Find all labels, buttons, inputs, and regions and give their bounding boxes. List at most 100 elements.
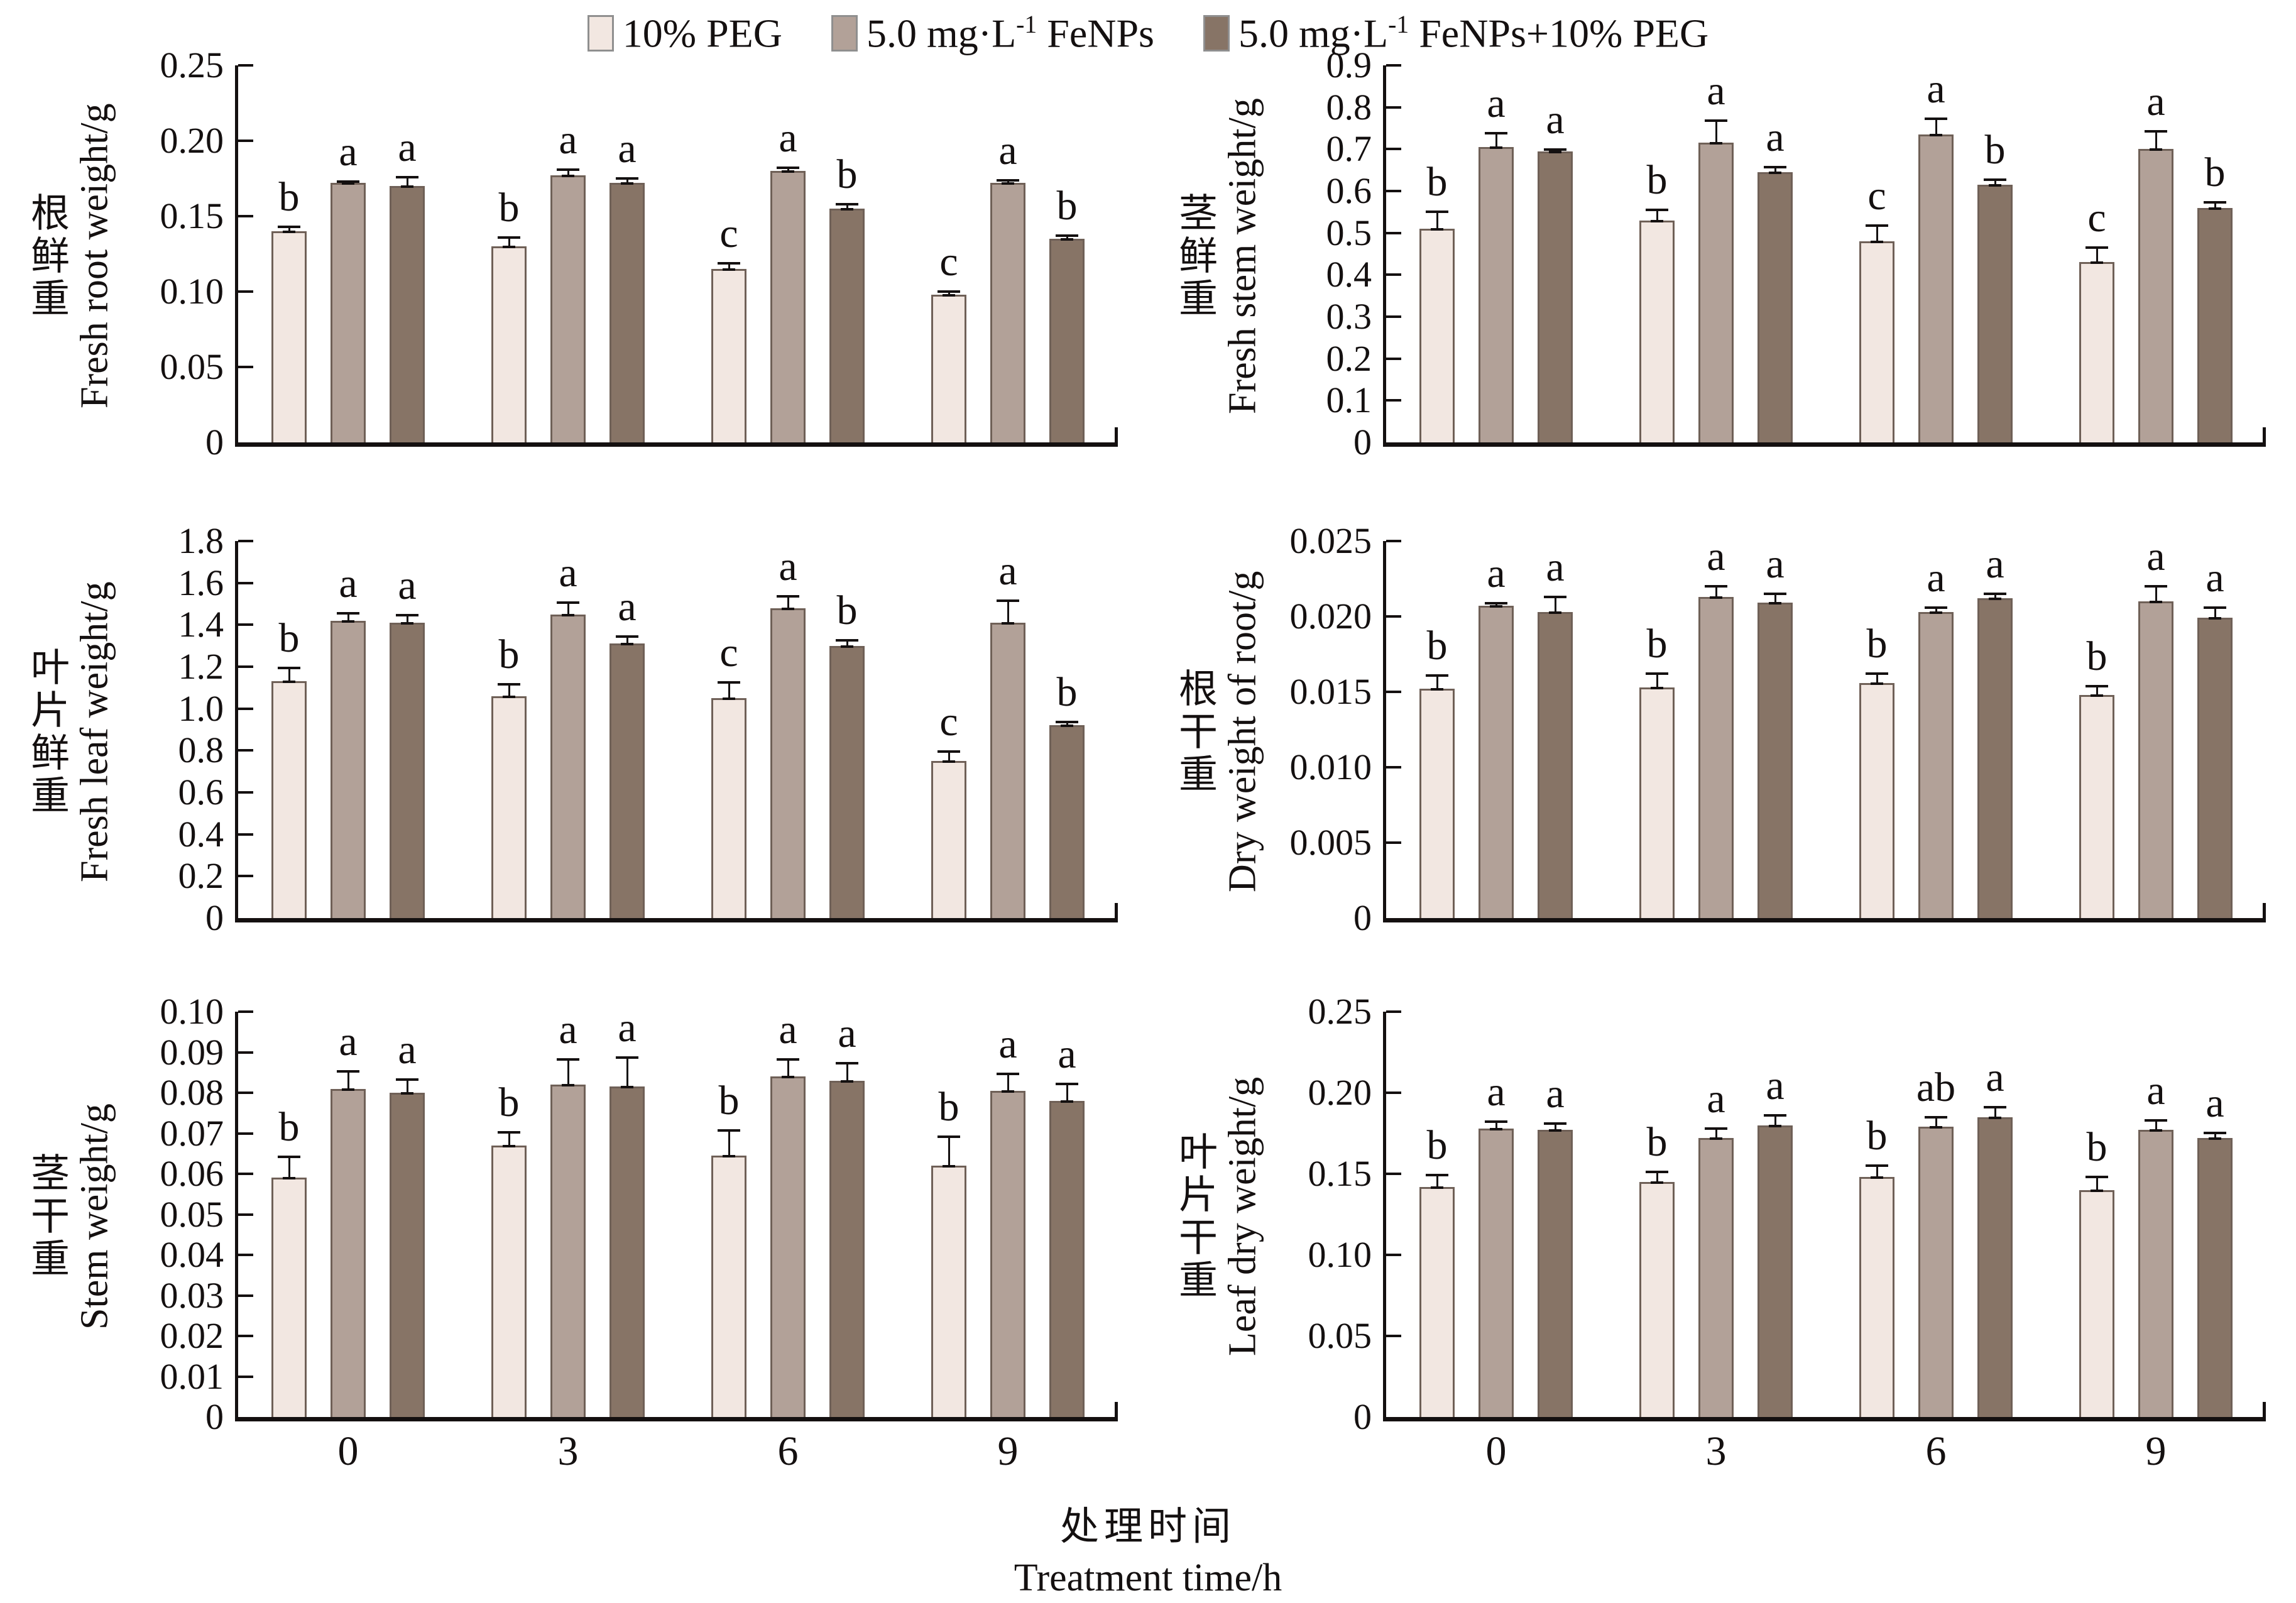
y-tick-mark	[238, 1254, 253, 1256]
y-axis-label-zh: 根干重	[1173, 667, 1215, 796]
significance-letter: a	[779, 115, 797, 161]
error-bar	[1426, 211, 1448, 231]
error-bar-line	[508, 1131, 510, 1147]
error-bar	[1544, 148, 1566, 153]
error-bar-cap-top	[1426, 674, 1448, 677]
error-bar-cap-bottom	[2209, 617, 2221, 620]
y-tick-label: 1.4	[178, 604, 224, 645]
error-bar	[2086, 1176, 2108, 1192]
y-tick-label: 0.10	[1308, 1234, 1372, 1275]
y-tick-label: 0.15	[1308, 1153, 1372, 1194]
error-bar	[2204, 201, 2226, 210]
error-bar-line	[2096, 1176, 2098, 1192]
error-bar-cap-top	[777, 167, 799, 170]
error-bar-cap-top	[1705, 585, 1727, 588]
y-tick-label: 0.5	[1326, 212, 1372, 253]
bar: a	[1698, 70, 1734, 442]
error-bar-cap-top	[337, 1070, 359, 1073]
error-bar-line	[846, 639, 848, 648]
bar: b	[2197, 152, 2233, 442]
significance-letter: a	[1546, 96, 1565, 143]
significance-letter: a	[1986, 541, 2004, 588]
error-bar-cap-bottom	[943, 1165, 955, 1168]
y-tick-mark	[238, 623, 253, 626]
error-bar-line	[1495, 1120, 1497, 1130]
error-bar-cap-bottom	[782, 607, 794, 610]
significance-letter: ab	[1916, 1064, 1956, 1110]
subplot-fresh-stem-weight: 茎鲜重 Fresh stem weight/g 0 0.1 0.2 0.3 0.4 0.5…	[1148, 47, 2296, 461]
error-bar-cap-top	[1705, 1127, 1727, 1130]
bar: a	[1479, 552, 1514, 918]
error-bar-cap-top	[278, 1155, 300, 1158]
error-bar	[1426, 674, 1448, 691]
error-bar-cap-top	[1705, 119, 1727, 123]
error-bar-cap-top	[2086, 684, 2108, 687]
error-bar-cap-top	[718, 261, 740, 265]
error-bar	[1925, 1115, 1947, 1129]
error-bar-cap-bottom	[2091, 261, 2103, 265]
y-axis-label-group: 茎干重 Stem weight/g	[21, 1012, 119, 1421]
error-bar-line	[846, 1062, 848, 1083]
error-bar	[836, 203, 858, 211]
significance-letter: b	[1426, 1122, 1448, 1169]
bar: a	[1918, 557, 1954, 918]
y-axis-ticks: 0 0.2 0.4 0.6 0.8 1.0 1.2 1.4 1.6 1.8	[119, 523, 235, 936]
error-bar-cap-top	[2204, 201, 2226, 204]
error-bar-line	[1994, 593, 1996, 601]
error-bar-line	[567, 601, 569, 616]
error-bar-line	[1876, 672, 1878, 685]
error-bar-line	[728, 681, 730, 700]
significance-letter: b	[836, 151, 858, 197]
y-tick-label: 0.020	[1289, 596, 1372, 637]
y-tick-label: 0	[1353, 422, 1372, 462]
error-bar-cap-top	[1646, 1171, 1668, 1174]
error-bar-cap-top	[1544, 148, 1566, 151]
significance-letter: a	[339, 561, 358, 607]
significance-letter: b	[278, 174, 300, 220]
bar: b	[491, 1082, 527, 1417]
error-bar-cap-top	[1866, 1164, 1888, 1167]
legend-text: FeNPs	[1037, 11, 1154, 56]
y-tick-label: 0.05	[1308, 1315, 1372, 1356]
error-bar-cap-top	[1485, 601, 1507, 605]
significance-letter: a	[398, 562, 417, 609]
bar: c	[711, 632, 746, 918]
error-bar-line	[1495, 132, 1497, 149]
y-tick-label: 0.2	[178, 855, 224, 897]
legend-item-fenps: 5.0 mg·L-1 FeNPs	[831, 10, 1154, 57]
error-bar-cap-bottom	[1431, 688, 1443, 691]
error-bar-cap-top	[777, 595, 799, 598]
significance-letter: b	[2086, 633, 2107, 679]
error-bar-cap-bottom	[1871, 241, 1883, 243]
error-bar-cap-bottom	[841, 1080, 853, 1083]
error-bar-cap-bottom	[401, 185, 413, 188]
error-bar	[718, 681, 740, 700]
error-bar	[777, 595, 799, 610]
error-bar	[616, 177, 638, 185]
error-bar-line	[626, 635, 628, 646]
error-bar-line	[1715, 585, 1717, 599]
significance-letter: a	[2146, 1067, 2165, 1113]
error-bar	[2145, 130, 2167, 151]
error-bar-line	[1495, 601, 1497, 608]
error-bar-cap-top	[1485, 1120, 1507, 1124]
error-bar-cap-top	[278, 226, 300, 228]
significance-letter: a	[779, 544, 797, 590]
y-tick-mark	[1386, 273, 1401, 276]
error-bar-cap-top	[836, 639, 858, 642]
y-axis-ticks: 0 0.005 0.010 0.015 0.020 0.025	[1267, 523, 1383, 936]
error-bar-line	[787, 595, 789, 610]
bar: a	[990, 550, 1025, 918]
bar: a	[550, 119, 586, 442]
x-tick-label: 6	[1925, 1428, 1947, 1474]
significance-letter: c	[1867, 173, 1886, 219]
error-bar	[498, 236, 520, 248]
y-tick-mark	[1386, 691, 1401, 693]
error-bar-cap-top	[836, 1062, 858, 1065]
error-bar-cap-bottom	[1061, 1100, 1073, 1103]
error-bar-cap-bottom	[1490, 1127, 1502, 1130]
bar: c	[711, 212, 746, 442]
